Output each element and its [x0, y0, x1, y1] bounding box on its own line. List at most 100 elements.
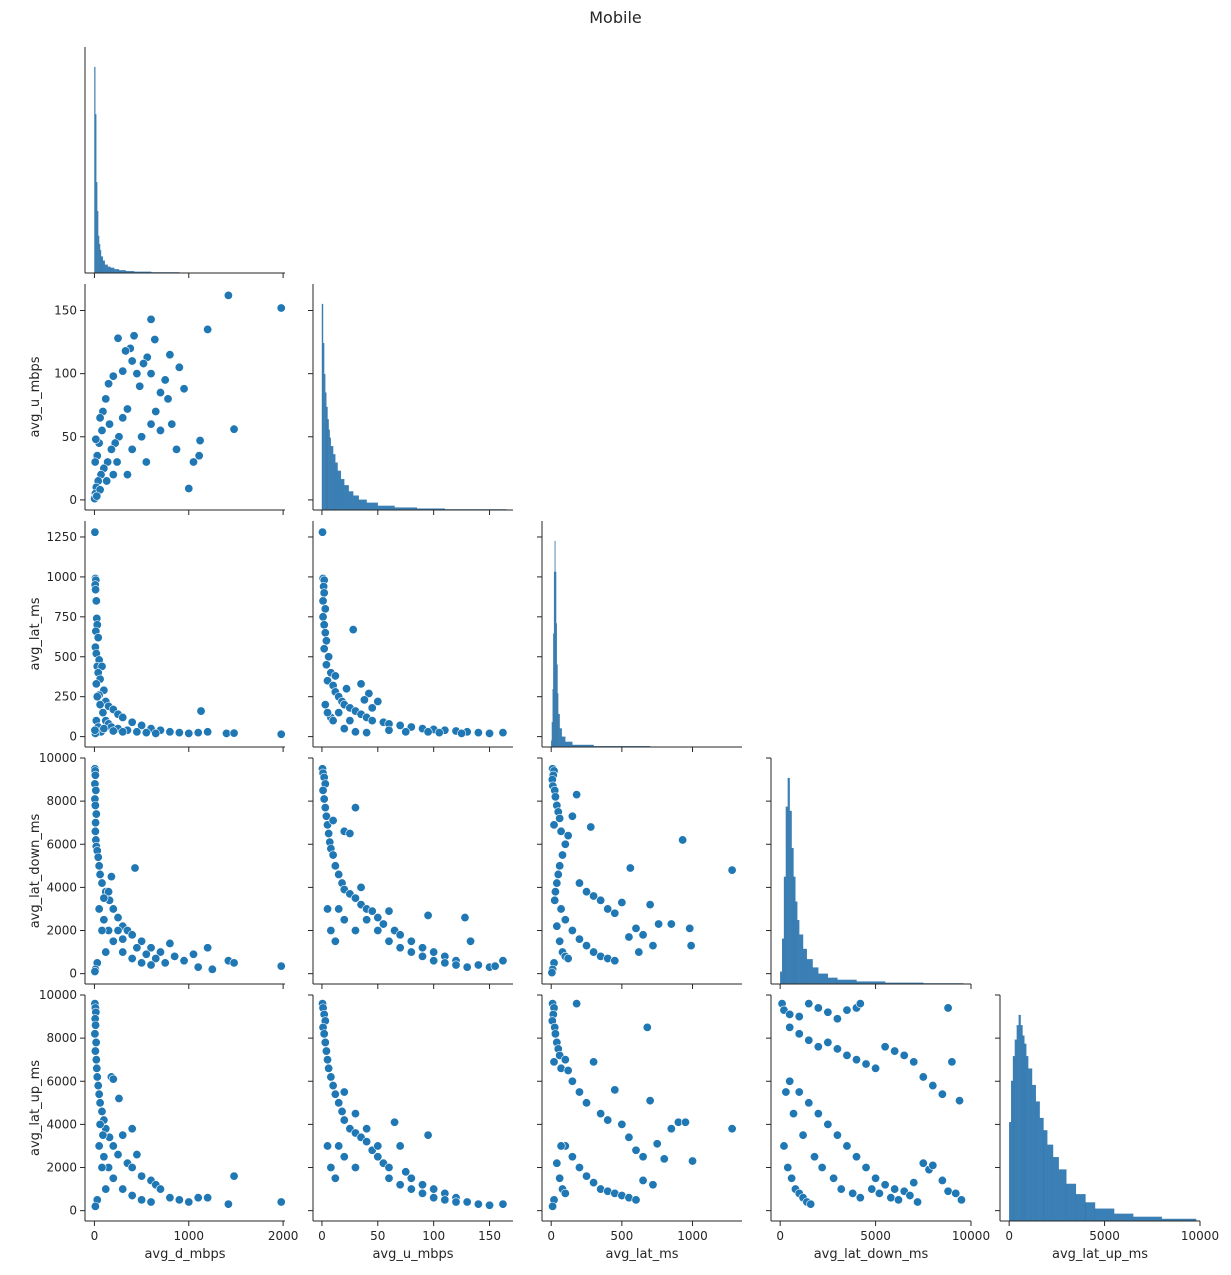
- scatter-point-avg_lat_up_ms-avg_lat_ms-53: [556, 1141, 566, 1151]
- hist-bar-avg_d_mbps-8: [102, 260, 105, 274]
- scatter-point-avg_lat_up_ms-avg_d_mbps-43: [118, 1184, 128, 1194]
- scatter-point-avg_lat_down_ms-avg_u_mbps-29: [423, 910, 433, 920]
- scatter-point-avg_lat_up_ms-avg_lat_ms-19: [603, 1115, 613, 1125]
- x-tick-label-avg_lat_ms: 500: [610, 1229, 633, 1243]
- scatter-point-avg_u_mbps-avg_d_mbps-20: [121, 346, 131, 356]
- scatter-point-avg_lat_up_ms-avg_lat_ms-30: [666, 1124, 676, 1134]
- scatter-point-avg_u_mbps-avg_d_mbps-14: [179, 384, 189, 394]
- hist-bar-avg_u_mbps-17: [366, 502, 378, 511]
- scatter-point-avg_lat_up_ms-avg_lat_ms-39: [589, 1178, 599, 1188]
- scatter-point-avg_lat_down_ms-avg_u_mbps-44: [362, 915, 372, 925]
- scatter-point-avg_lat_down_ms-avg_u_mbps-14: [334, 869, 344, 879]
- hist-bar-avg_lat_down_ms-4: [787, 777, 790, 985]
- scatter-point-avg_lat_ms-avg_u_mbps-5: [318, 596, 328, 606]
- scatter-point-avg_lat_ms-avg_u_mbps-47: [423, 727, 433, 737]
- scatter-point-avg_lat_up_ms-avg_lat_down_ms-14: [804, 1035, 814, 1045]
- panel-avg_lat_up_ms-vs-avg_u_mbps: 0 50 100 150 avg_u_mbps: [308, 994, 513, 1262]
- hist-bar-avg_lat_down_ms-0: [780, 971, 783, 985]
- hist-bar-avg_d_mbps-3: [97, 211, 99, 274]
- scatter-point-avg_lat_up_ms-avg_lat_ms-14: [567, 1076, 577, 1086]
- scatter-point-avg_lat_up_ms-avg_u_mbps-35: [485, 1200, 495, 1210]
- scatter-point-avg_lat_ms-avg_d_mbps-35: [222, 728, 232, 738]
- scatter-point-avg_lat_ms-avg_u_mbps-46: [401, 727, 411, 737]
- hist-bar-avg_lat_down_ms-7: [793, 876, 796, 985]
- scatter-point-avg_lat_up_ms-avg_u_mbps-24: [390, 1117, 400, 1127]
- scatter-point-avg_lat_up_ms-avg_u_mbps-34: [473, 1199, 483, 1209]
- scatter-point-avg_lat_up_ms-avg_lat_ms-27: [648, 1180, 658, 1190]
- scatter-point-avg_lat_up_ms-avg_d_mbps-10: [92, 1072, 102, 1082]
- y-tick-label-avg_u_mbps: 0: [69, 493, 77, 507]
- scatter-point-avg_u_mbps-avg_d_mbps-27: [95, 413, 105, 423]
- scatter-point-avg_lat_down_ms-avg_d_mbps-28: [165, 938, 175, 948]
- scatter-point-avg_lat_ms-avg_u_mbps-41: [364, 688, 374, 698]
- scatter-point-avg_u_mbps-avg_d_mbps-24: [104, 379, 114, 389]
- scatter-point-avg_lat_ms-avg_d_mbps-29: [165, 727, 175, 737]
- scatter-point-avg_lat_down_ms-avg_lat_ms-34: [638, 930, 648, 940]
- hist-bar-avg_lat_up_ms-16: [1052, 1157, 1059, 1222]
- hist-bar-avg_lat_up_ms-3: [1014, 1039, 1017, 1222]
- scatter-point-avg_u_mbps-avg_d_mbps-28: [135, 381, 145, 391]
- scatter-point-avg_lat_down_ms-avg_u_mbps-9: [324, 828, 334, 838]
- scatter-point-avg_lat_up_ms-avg_lat_down_ms-73: [905, 1191, 915, 1201]
- scatter-point-avg_lat_down_ms-avg_lat_ms-16: [560, 839, 570, 849]
- scatter-point-avg_lat_down_ms-avg_u_mbps-13: [330, 861, 340, 871]
- scatter-point-avg_lat_up_ms-avg_d_mbps-46: [146, 1197, 156, 1207]
- scatter-point-avg_lat_up_ms-avg_d_mbps-5: [90, 1029, 100, 1039]
- scatter-point-avg_lat_ms-avg_d_mbps-25: [127, 717, 137, 727]
- panel-avg_lat_down_ms-vs-avg_lat_down_ms: [766, 757, 972, 989]
- scatter-point-avg_lat_up_ms-avg_lat_down_ms-60: [781, 1087, 791, 1097]
- scatter-point-avg_u_mbps-avg_d_mbps-35: [106, 444, 116, 454]
- scatter-point-avg_lat_down_ms-avg_d_mbps-30: [179, 956, 189, 966]
- scatter-point-avg_lat_up_ms-avg_lat_ms-11: [572, 999, 582, 1009]
- panel-avg_u_mbps-vs-avg_d_mbps: 0 50 100 150 avg_u_mbps: [28, 284, 286, 515]
- y-tick-label-avg_lat_ms: 1000: [46, 570, 77, 584]
- scatter-point-avg_lat_down_ms-avg_d_mbps-40: [99, 893, 109, 903]
- scatter-point-avg_lat_down_ms-avg_lat_ms-19: [553, 869, 563, 879]
- scatter-point-avg_lat_up_ms-avg_lat_down_ms-47: [928, 1160, 938, 1170]
- scatter-point-avg_lat_up_ms-avg_lat_down_ms-63: [810, 1152, 820, 1162]
- hist-bar-avg_lat_up_ms-10: [1028, 1068, 1033, 1222]
- scatter-point-avg_lat_down_ms-avg_u_mbps-56: [350, 926, 360, 936]
- scatter-point-avg_lat_up_ms-avg_lat_ms-13: [563, 1065, 573, 1075]
- y-tick-label-avg_lat_down_ms: 8000: [46, 794, 77, 808]
- hist-bar-avg_lat_down_ms-10: [799, 934, 804, 985]
- scatter-point-avg_lat_ms-avg_u_mbps-37: [473, 728, 483, 738]
- scatter-point-avg_lat_ms-avg_d_mbps-31: [184, 728, 194, 738]
- y-tick-label-avg_lat_down_ms: 4000: [46, 880, 77, 894]
- y-tick-label-avg_lat_up_ms: 8000: [46, 1031, 77, 1045]
- scatter-point-avg_lat_up_ms-avg_lat_down_ms-2: [785, 1009, 795, 1019]
- scatter-point-avg_u_mbps-avg_d_mbps-13: [174, 362, 184, 372]
- x-axis-label-avg_lat_up_ms: avg_lat_up_ms: [1052, 1247, 1148, 1262]
- scatter-point-avg_lat_down_ms-avg_lat_ms-14: [567, 811, 577, 821]
- hist-bar-avg_d_mbps-9: [104, 264, 108, 274]
- scatter-point-avg_u_mbps-avg_d_mbps-8: [150, 335, 160, 345]
- y-tick-label-avg_lat_up_ms: 0: [69, 1204, 77, 1218]
- scatter-point-avg_lat_up_ms-avg_u_mbps-29: [423, 1130, 433, 1140]
- scatter-point-avg_lat_down_ms-avg_d_mbps-31: [188, 949, 198, 959]
- scatter-point-avg_lat_ms-avg_u_mbps-10: [321, 636, 331, 646]
- scatter-point-avg_lat_down_ms-avg_lat_ms-25: [589, 891, 599, 901]
- scatter-point-avg_lat_up_ms-avg_d_mbps-37: [223, 1199, 233, 1209]
- scatter-point-avg_lat_down_ms-avg_d_mbps-33: [203, 943, 213, 953]
- scatter-point-avg_lat_up_ms-avg_lat_down_ms-3: [794, 1012, 804, 1022]
- scatter-point-avg_u_mbps-avg_d_mbps-21: [118, 366, 128, 376]
- y-tick-label-avg_lat_ms: 1250: [46, 530, 77, 544]
- scatter-point-avg_lat_up_ms-avg_u_mbps-47: [451, 1197, 461, 1207]
- scatter-point-avg_lat_down_ms-avg_lat_ms-47: [589, 947, 599, 957]
- scatter-point-avg_lat_down_ms-avg_u_mbps-38: [498, 956, 508, 966]
- scatter-point-avg_lat_up_ms-avg_u_mbps-8: [323, 1055, 333, 1065]
- scatter-point-avg_lat_down_ms-avg_d_mbps-43: [132, 943, 142, 953]
- y-tick-label-avg_lat_ms: 750: [54, 610, 77, 624]
- hist-bar-avg_lat_down_ms-5: [789, 810, 792, 985]
- hist-bar-avg_lat_down_ms-16: [837, 979, 857, 985]
- hist-bar-avg_u_mbps-12: [340, 479, 345, 511]
- hist-bar-avg_lat_up_ms-8: [1024, 1043, 1027, 1222]
- hist-bar-avg_u_mbps-10: [335, 462, 338, 511]
- scatter-point-avg_lat_down_ms-avg_lat_ms-21: [550, 887, 560, 897]
- scatter-point-avg_lat_up_ms-avg_lat_down_ms-29: [947, 1057, 957, 1067]
- hist-bar-avg_lat_down_ms-13: [812, 967, 819, 985]
- scatter-point-avg_lat_up_ms-avg_d_mbps-48: [97, 1163, 107, 1173]
- panel-avg_d_mbps-vs-avg_d_mbps: [84, 47, 285, 278]
- scatter-point-avg_lat_up_ms-avg_lat_down_ms-35: [823, 1119, 833, 1129]
- scatter-point-avg_lat_up_ms-avg_d_mbps-22: [113, 1150, 123, 1160]
